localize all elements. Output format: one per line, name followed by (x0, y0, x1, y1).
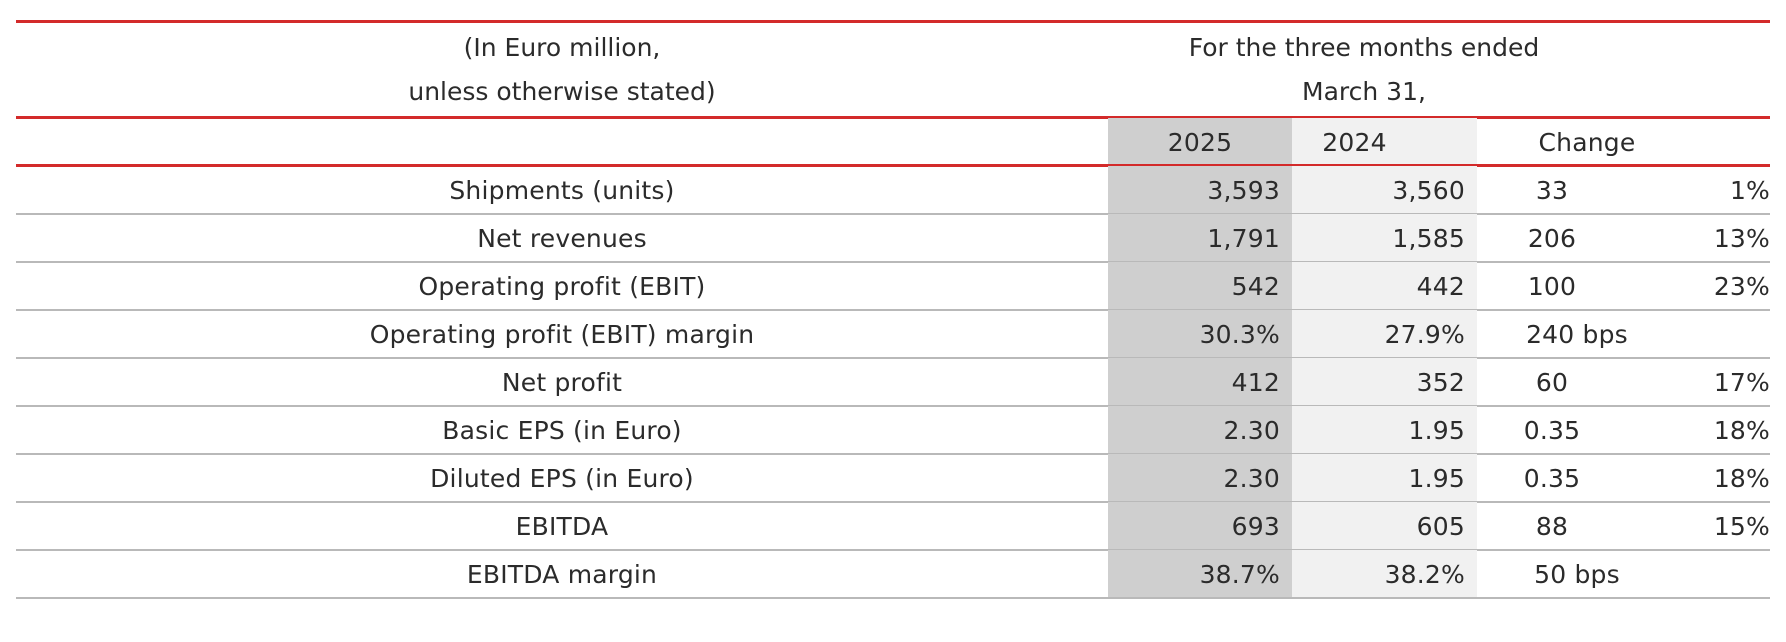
value-change: 50 bps (1534, 559, 1620, 589)
value-change-pct: 15% (1713, 511, 1770, 541)
row-label: EBITDA margin (466, 559, 658, 589)
value-2024: 605 (1416, 511, 1465, 541)
value-change-pct: 23% (1713, 271, 1770, 301)
table-row: EBITDA 693 605 88 15% (16, 502, 1770, 551)
value-2025: 412 (1231, 367, 1280, 397)
row-label: Net profit (501, 367, 623, 397)
value-change-pct: 13% (1713, 223, 1770, 253)
column-header-change: Change (1538, 127, 1636, 157)
header-row-columns: 2025 2024 Change (16, 118, 1770, 166)
unit-note-line2: unless otherwise stated) (408, 77, 716, 106)
value-change-pct: 18% (1713, 415, 1770, 445)
value-change: 0.35 (1523, 415, 1581, 445)
row-divider (16, 453, 1770, 455)
value-2025: 2.30 (1223, 463, 1280, 493)
row-divider (16, 405, 1770, 407)
table-body: Shipments (units) 3,593 3,560 33 1% Net reven… (16, 166, 1770, 599)
row-divider (16, 309, 1770, 311)
value-change: 60 (1535, 367, 1569, 397)
row-label: Diluted EPS (in Euro) (430, 463, 694, 493)
value-2025: 3,593 (1207, 175, 1280, 205)
value-2024: 1.95 (1408, 463, 1465, 493)
value-change: 240 bps (1526, 319, 1628, 349)
value-2024: 1,585 (1392, 223, 1465, 253)
row-divider (16, 501, 1770, 503)
value-2024: 352 (1416, 367, 1465, 397)
value-2025: 2.30 (1223, 415, 1280, 445)
period-heading-line1: For the three months ended (1188, 33, 1540, 62)
row-divider (16, 213, 1770, 215)
value-2025: 693 (1231, 511, 1280, 541)
row-divider (16, 357, 1770, 359)
value-change: 33 (1535, 175, 1569, 205)
value-2025: 38.7% (1199, 559, 1280, 589)
period-heading: For the three months ended March 31, (1108, 22, 1770, 118)
value-change-pct: 18% (1713, 463, 1770, 493)
value-2025: 1,791 (1207, 223, 1280, 253)
value-2024: 442 (1416, 271, 1465, 301)
unit-note-line1: (In Euro million, (463, 33, 661, 62)
row-divider (16, 597, 1770, 599)
value-2024: 27.9% (1384, 319, 1465, 349)
column-header-2025: 2025 (1167, 127, 1233, 157)
value-2025: 542 (1231, 271, 1280, 301)
header-row-period: (In Euro million, unless otherwise state… (16, 22, 1770, 118)
value-change: 0.35 (1523, 463, 1581, 493)
value-change: 88 (1535, 511, 1569, 541)
table-row: Net profit 412 352 60 17% (16, 358, 1770, 407)
table-row: EBITDA margin 38.7% 38.2% 50 bps (16, 550, 1770, 599)
value-change: 206 (1527, 223, 1577, 253)
value-2024: 3,560 (1392, 175, 1465, 205)
value-change: 100 (1527, 271, 1577, 301)
row-label: Net revenues (477, 223, 647, 253)
period-heading-line2: March 31, (1302, 77, 1426, 106)
financial-table: (In Euro million, unless otherwise state… (16, 20, 1770, 599)
value-2025: 30.3% (1199, 319, 1280, 349)
table-row: Diluted EPS (in Euro) 2.30 1.95 0.35 18% (16, 454, 1770, 503)
value-2024: 1.95 (1408, 415, 1465, 445)
row-label: Shipments (units) (449, 175, 675, 205)
table-row: Operating profit (EBIT) margin 30.3% 27.9%… (16, 310, 1770, 359)
row-label: Basic EPS (in Euro) (442, 415, 682, 445)
row-label: Operating profit (EBIT) margin (369, 319, 755, 349)
row-label: Operating profit (EBIT) (418, 271, 706, 301)
table-row: Shipments (units) 3,593 3,560 33 1% (16, 166, 1770, 215)
table-row: Basic EPS (in Euro) 2.30 1.95 0.35 18% (16, 406, 1770, 455)
table-row: Operating profit (EBIT) 542 442 100 23% (16, 262, 1770, 311)
row-divider (16, 261, 1770, 263)
row-divider (16, 549, 1770, 551)
value-2024: 38.2% (1384, 559, 1465, 589)
column-header-2024: 2024 (1322, 127, 1387, 157)
value-change-pct: 1% (1729, 175, 1770, 205)
unit-note: (In Euro million, unless otherwise state… (16, 22, 1108, 118)
row-label: EBITDA (515, 511, 609, 541)
table-row: Net revenues 1,791 1,585 206 13% (16, 214, 1770, 263)
value-change-pct: 17% (1713, 367, 1770, 397)
